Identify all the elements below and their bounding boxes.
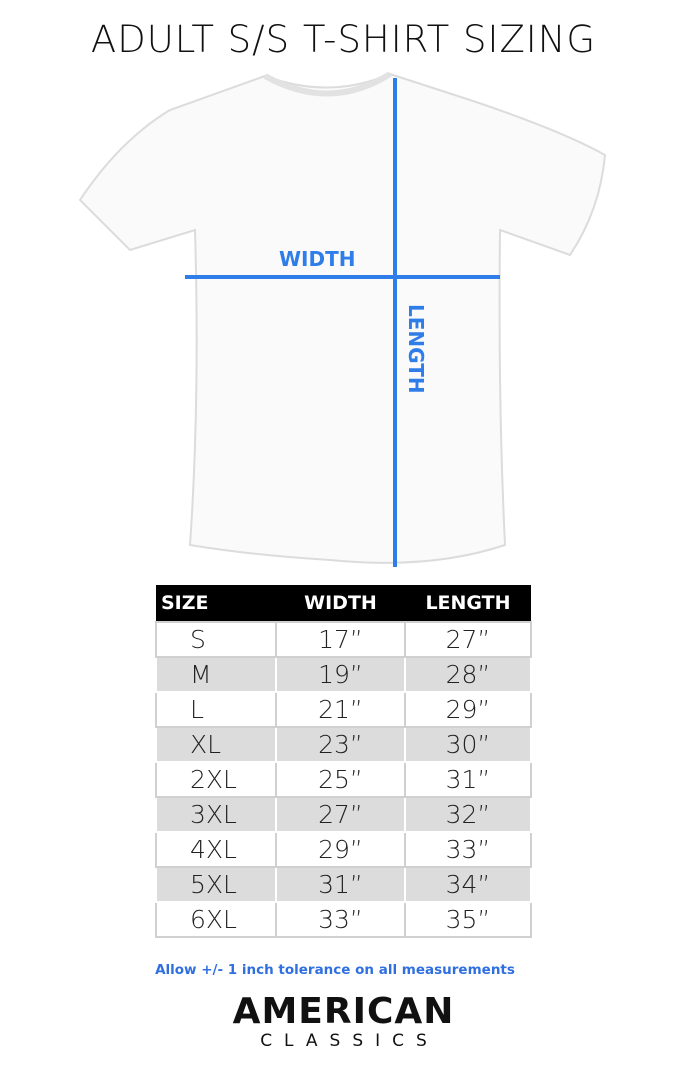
cell-length: 35” [404,901,532,938]
brand-logo: AMERICAN CLASSICS [0,991,687,1052]
table-row: 5XL 31” 34” [155,866,532,903]
cell-width: 25” [275,761,406,798]
cell-length: 29” [404,691,532,728]
cell-width: 21” [275,691,406,728]
tshirt-diagram [78,71,607,567]
header-width: WIDTH [276,585,405,622]
cell-length: 32” [404,796,532,833]
page-title: ADULT S/S T-SHIRT SIZING [90,18,597,61]
table-row: S 17” 27” [155,621,532,658]
table-row: L 21” 29” [155,691,532,728]
cell-width: 33” [275,901,406,938]
cell-length: 34” [404,866,532,903]
collar [263,71,392,97]
cell-width: 27” [275,796,406,833]
table-row: XL 23” 30” [155,726,532,763]
cell-length: 30” [404,726,532,763]
tolerance-note: Allow +/- 1 inch tolerance on all measur… [155,962,515,978]
cell-length: 31” [404,761,532,798]
table-row: 6XL 33” 35” [155,901,532,938]
brand-line2: CLASSICS [260,1031,439,1051]
cell-width: 23” [275,726,406,763]
cell-length: 33” [404,831,532,868]
table-row: M 19” 28” [155,656,532,693]
cell-size: 3XL [155,796,277,833]
cell-size: 4XL [155,831,277,868]
cell-width: 17” [275,621,406,658]
cell-width: 19” [275,656,406,693]
table-header: SIZE WIDTH LENGTH [156,585,531,622]
cell-size: S [155,621,277,658]
cell-size: 6XL [155,901,277,938]
cell-length: 27” [404,621,532,658]
cell-size: M [155,656,277,693]
cell-width: 31” [275,866,406,903]
length-label: LENGTH [404,304,428,394]
tshirt-image [78,72,607,564]
cell-size: 5XL [155,866,277,903]
width-label: WIDTH [279,247,356,271]
cell-size: 2XL [155,761,277,798]
cell-size: L [155,691,277,728]
cell-width: 29” [275,831,406,868]
cell-length: 28” [404,656,532,693]
cell-size: XL [155,726,277,763]
header-length: LENGTH [405,585,531,622]
size-table: SIZE WIDTH LENGTH S 17” 27” M 19” 28” L 21” 29” X… [155,585,532,938]
table-row: 4XL 29” 33” [155,831,532,868]
header-size: SIZE [156,585,276,622]
table-row: 2XL 25” 31” [155,761,532,798]
table-row: 3XL 27” 32” [155,796,532,833]
brand-line1: AMERICAN [232,991,455,1032]
